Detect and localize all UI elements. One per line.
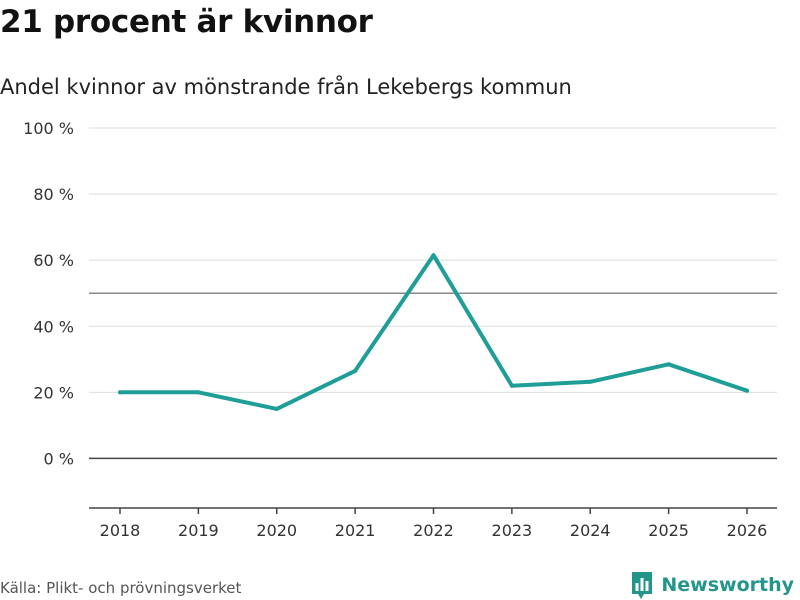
y-tick-label: 0 %	[44, 449, 74, 468]
x-tick-label: 2021	[335, 521, 376, 540]
brand-logo[interactable]: Newsworthy	[630, 570, 794, 600]
source-note: Källa: Plikt- och prövningsverket	[0, 579, 242, 597]
x-tick-label: 2022	[413, 521, 454, 540]
data-point	[509, 383, 514, 388]
y-tick-label: 20 %	[33, 383, 74, 402]
data-point	[745, 388, 749, 393]
x-tick-label: 2019	[178, 521, 219, 540]
x-tick-label: 2026	[727, 521, 768, 540]
grid-lines	[89, 127, 777, 393]
data-point	[666, 362, 671, 367]
data-point	[353, 368, 358, 373]
x-tick-labels: 2018 2019 2020 2021 2022 2023 2024 2025 2026	[100, 521, 768, 540]
x-tick-label: 2024	[570, 521, 611, 540]
bar-chart-logo-icon	[632, 572, 653, 599]
data-point	[588, 379, 593, 384]
data-point	[196, 390, 201, 395]
series-group	[118, 253, 749, 411]
y-tick-label: 60 %	[33, 251, 74, 270]
axes	[89, 457, 777, 514]
data-point	[431, 253, 436, 258]
y-tick-label: 80 %	[33, 185, 74, 204]
chart-subtitle: Andel kvinnor av mönstrande från Lekeber…	[0, 75, 572, 99]
x-tick-label: 2023	[492, 521, 533, 540]
data-point	[274, 406, 279, 411]
x-tick-label: 2025	[648, 521, 689, 540]
series-line	[118, 253, 749, 411]
y-tick-labels: 0 % 20 % 40 % 60 % 80 % 100 %	[23, 119, 74, 468]
brand-name: Newsworthy	[661, 574, 794, 596]
chart-title: 21 procent är kvinnor	[0, 4, 373, 40]
x-tick-label: 2020	[256, 521, 297, 540]
y-tick-label: 40 %	[33, 317, 74, 336]
y-tick-label: 100 %	[23, 119, 74, 138]
x-tick-label: 2018	[100, 521, 141, 540]
data-point	[118, 390, 122, 395]
